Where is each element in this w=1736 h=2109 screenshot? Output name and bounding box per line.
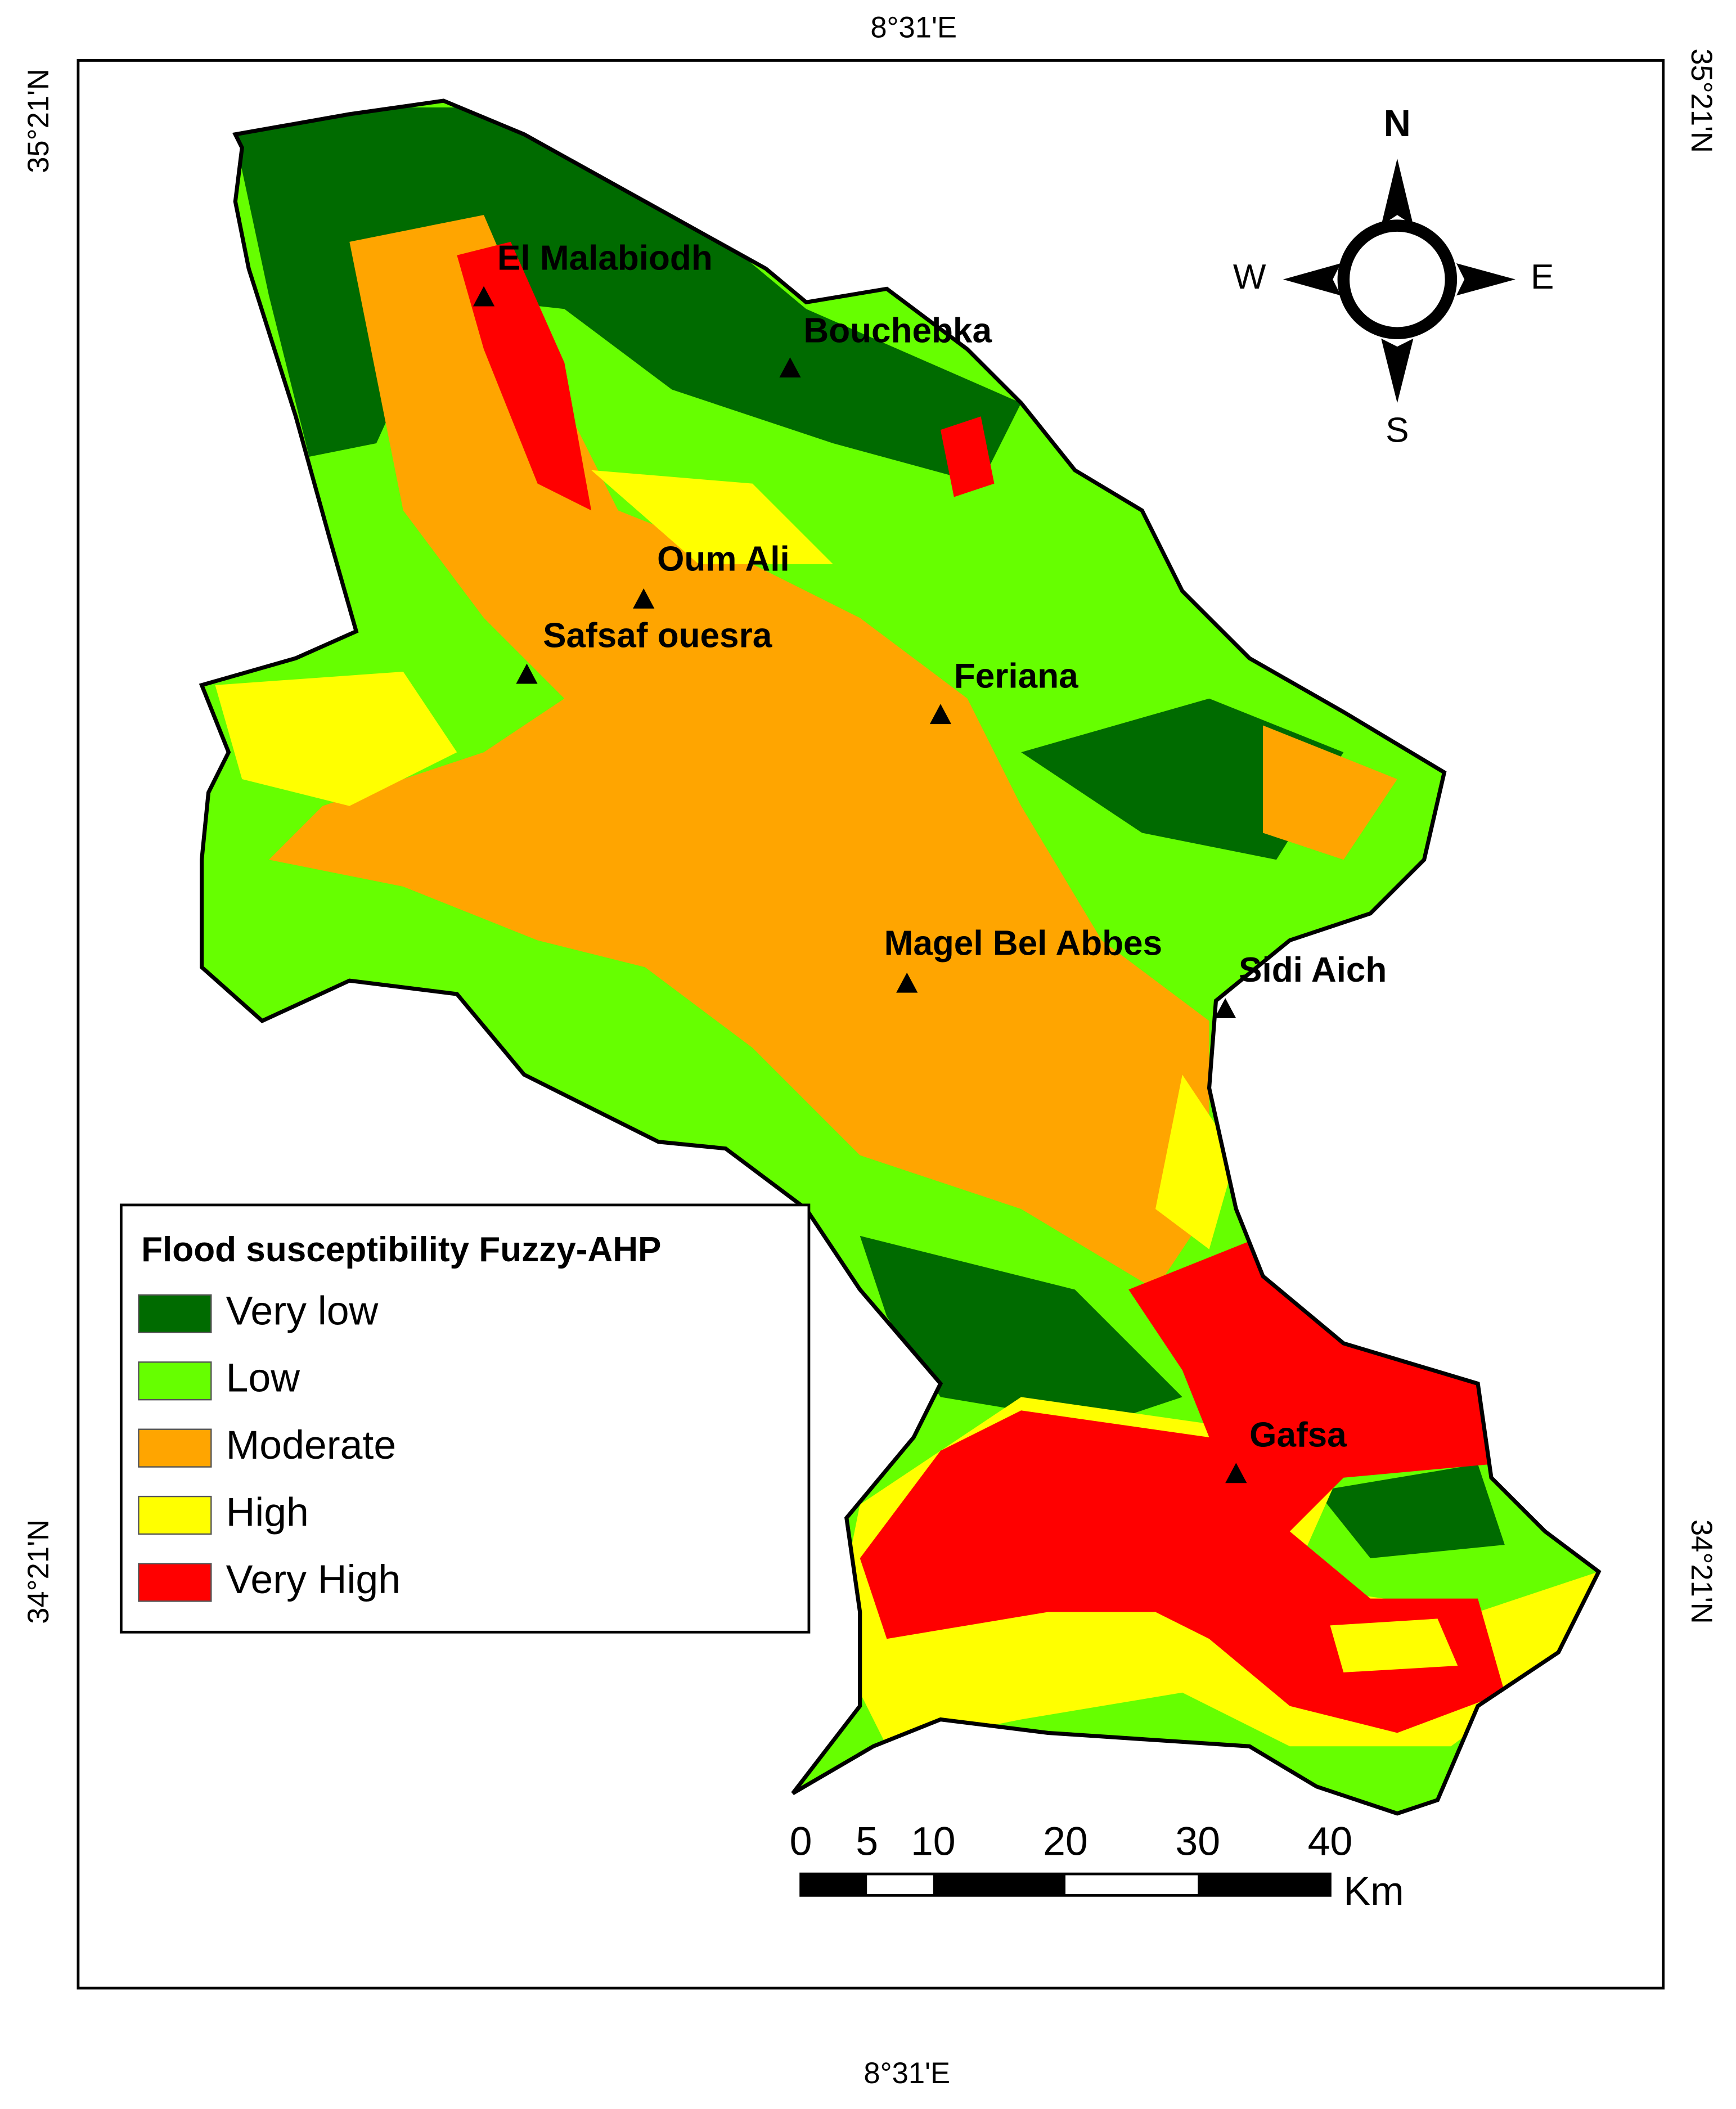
zone-high bbox=[1330, 1618, 1458, 1672]
scale-bar-label: 10 bbox=[911, 1819, 956, 1864]
zone-very-low bbox=[860, 1235, 1182, 1424]
scale-bar-label: 5 bbox=[856, 1819, 878, 1864]
legend-title: Flood susceptibility Fuzzy-AHP bbox=[141, 1230, 661, 1269]
zone-high bbox=[215, 671, 457, 806]
compass-label: W bbox=[1233, 258, 1266, 296]
legend-swatch bbox=[138, 1428, 212, 1468]
place-label: Gafsa bbox=[1249, 1415, 1347, 1454]
legend-label: High bbox=[226, 1490, 309, 1535]
scale-bar-segment bbox=[800, 1874, 867, 1896]
legend-label: Moderate bbox=[226, 1423, 397, 1468]
place-marker bbox=[1225, 1463, 1247, 1483]
scale-bar-label: 0 bbox=[790, 1819, 812, 1864]
zone-very-high bbox=[940, 416, 995, 497]
scale-bar: 0 5 10 20 30 40 Km bbox=[790, 1819, 1404, 1914]
zone-very-high bbox=[860, 1235, 1505, 1733]
place-label: Oum Ali bbox=[657, 540, 790, 579]
legend-items: Very low Low Moderate High Very High bbox=[138, 1288, 401, 1602]
longitude-label: 8°31'E bbox=[863, 2057, 950, 2090]
zone-very-high bbox=[457, 241, 592, 511]
scale-bar-label: 40 bbox=[1308, 1819, 1353, 1864]
latitude-label: 35°21'N bbox=[22, 69, 55, 173]
place-label: Magel Bel Abbes bbox=[884, 924, 1162, 963]
scale-bar-segment bbox=[933, 1874, 1066, 1896]
zone-very-low bbox=[228, 107, 1022, 484]
place-marker bbox=[516, 663, 538, 684]
places: El Malabiodh Bouchebka Oum Ali Safsaf ouesr… bbox=[473, 239, 1387, 1483]
legend-swatch bbox=[138, 1563, 212, 1602]
place-marker bbox=[779, 357, 801, 377]
compass-label: N bbox=[1384, 102, 1411, 145]
place-label: Bouchebka bbox=[803, 312, 992, 350]
place-label: Sidi Aich bbox=[1239, 951, 1387, 990]
zone-high bbox=[591, 470, 833, 564]
map-frame bbox=[77, 59, 1665, 1990]
latitude-label: 35°21'N bbox=[1685, 48, 1718, 153]
compass-label: E bbox=[1531, 258, 1554, 296]
legend-swatch bbox=[138, 1294, 212, 1333]
compass-label: S bbox=[1386, 411, 1409, 449]
zone-moderate bbox=[268, 215, 1209, 1290]
place-marker bbox=[633, 588, 655, 609]
legend-swatch bbox=[138, 1361, 212, 1401]
legend-label: Very High bbox=[226, 1557, 401, 1602]
zone-very-low bbox=[1316, 1464, 1505, 1558]
legend-box bbox=[119, 1203, 811, 1634]
scale-bar-label: 20 bbox=[1043, 1819, 1088, 1864]
place-label: Safsaf ouesra bbox=[543, 617, 772, 655]
place-label: El Malabiodh bbox=[497, 239, 713, 278]
scale-bar-unit: Km bbox=[1343, 1869, 1404, 1914]
place-marker bbox=[473, 286, 495, 307]
latitude-label: 34°21'N bbox=[1685, 1519, 1718, 1624]
place-marker bbox=[1215, 998, 1236, 1019]
zone-high bbox=[1155, 1074, 1236, 1249]
scale-bar-segment bbox=[1198, 1874, 1330, 1896]
latitude-label: 34°21'N bbox=[22, 1519, 55, 1624]
legend: Flood susceptibility Fuzzy-AHP Very low L… bbox=[119, 1203, 811, 1634]
legend-swatch bbox=[138, 1495, 212, 1535]
compass-rose bbox=[1283, 158, 1515, 403]
north-arrow: N S W E bbox=[1233, 102, 1554, 449]
zone-moderate bbox=[1263, 725, 1397, 860]
place-marker bbox=[896, 972, 918, 993]
longitude-label: 8°31'E bbox=[870, 11, 957, 44]
legend-label: Low bbox=[226, 1356, 300, 1401]
place-label: Feriana bbox=[954, 656, 1078, 695]
legend-label: Very low bbox=[226, 1288, 379, 1333]
place-marker bbox=[929, 704, 952, 725]
scale-bar-label: 30 bbox=[1175, 1819, 1220, 1864]
compass-ring bbox=[1337, 219, 1458, 339]
